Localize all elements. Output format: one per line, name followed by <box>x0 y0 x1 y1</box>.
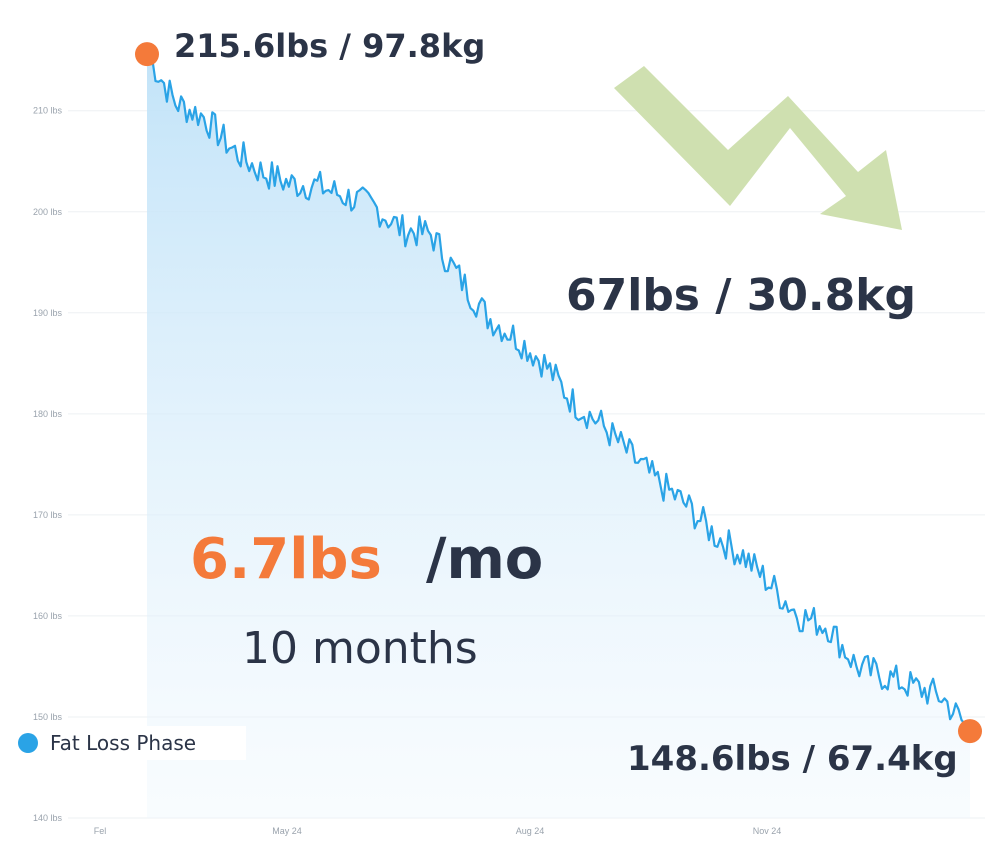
y-tick-label: 150 lbs <box>33 712 63 722</box>
duration-label: 10 months <box>242 623 478 674</box>
y-tick-label: 190 lbs <box>33 308 63 318</box>
x-axis: Fel May 24 Aug 24 Nov 24 <box>94 826 782 836</box>
x-tick-label: Aug 24 <box>516 826 545 836</box>
y-tick-label: 210 lbs <box>33 106 63 116</box>
x-tick-label: Nov 24 <box>753 826 782 836</box>
end-weight-label: 148.6lbs / 67.4kg <box>627 739 958 779</box>
start-weight-label: 215.6lbs / 97.8kg <box>174 27 485 65</box>
y-tick-label: 140 lbs <box>33 813 63 823</box>
end-point-marker <box>958 719 982 744</box>
downward-trend-arrow-icon <box>614 66 902 230</box>
rate-value: 6.7lbs <box>190 527 382 592</box>
rate-unit: /mo <box>426 527 543 592</box>
x-tick-label: May 24 <box>272 826 302 836</box>
area-fill <box>147 54 970 819</box>
y-tick-label: 170 lbs <box>33 510 63 520</box>
total-loss-label: 67lbs / 30.8kg <box>566 270 916 321</box>
start-point-marker <box>135 42 159 67</box>
y-tick-label: 200 lbs <box>33 207 63 217</box>
y-tick-label: 160 lbs <box>33 611 63 621</box>
series-line <box>146 53 972 732</box>
legend: Fat Loss Phase <box>14 726 246 760</box>
x-tick-label: Fel <box>94 826 107 836</box>
legend-label: Fat Loss Phase <box>50 731 197 755</box>
y-tick-label: 180 lbs <box>33 409 63 419</box>
y-axis: 140 lbs 150 lbs 160 lbs 170 lbs 180 lbs 190 l… <box>33 106 63 823</box>
legend-marker <box>18 733 38 753</box>
